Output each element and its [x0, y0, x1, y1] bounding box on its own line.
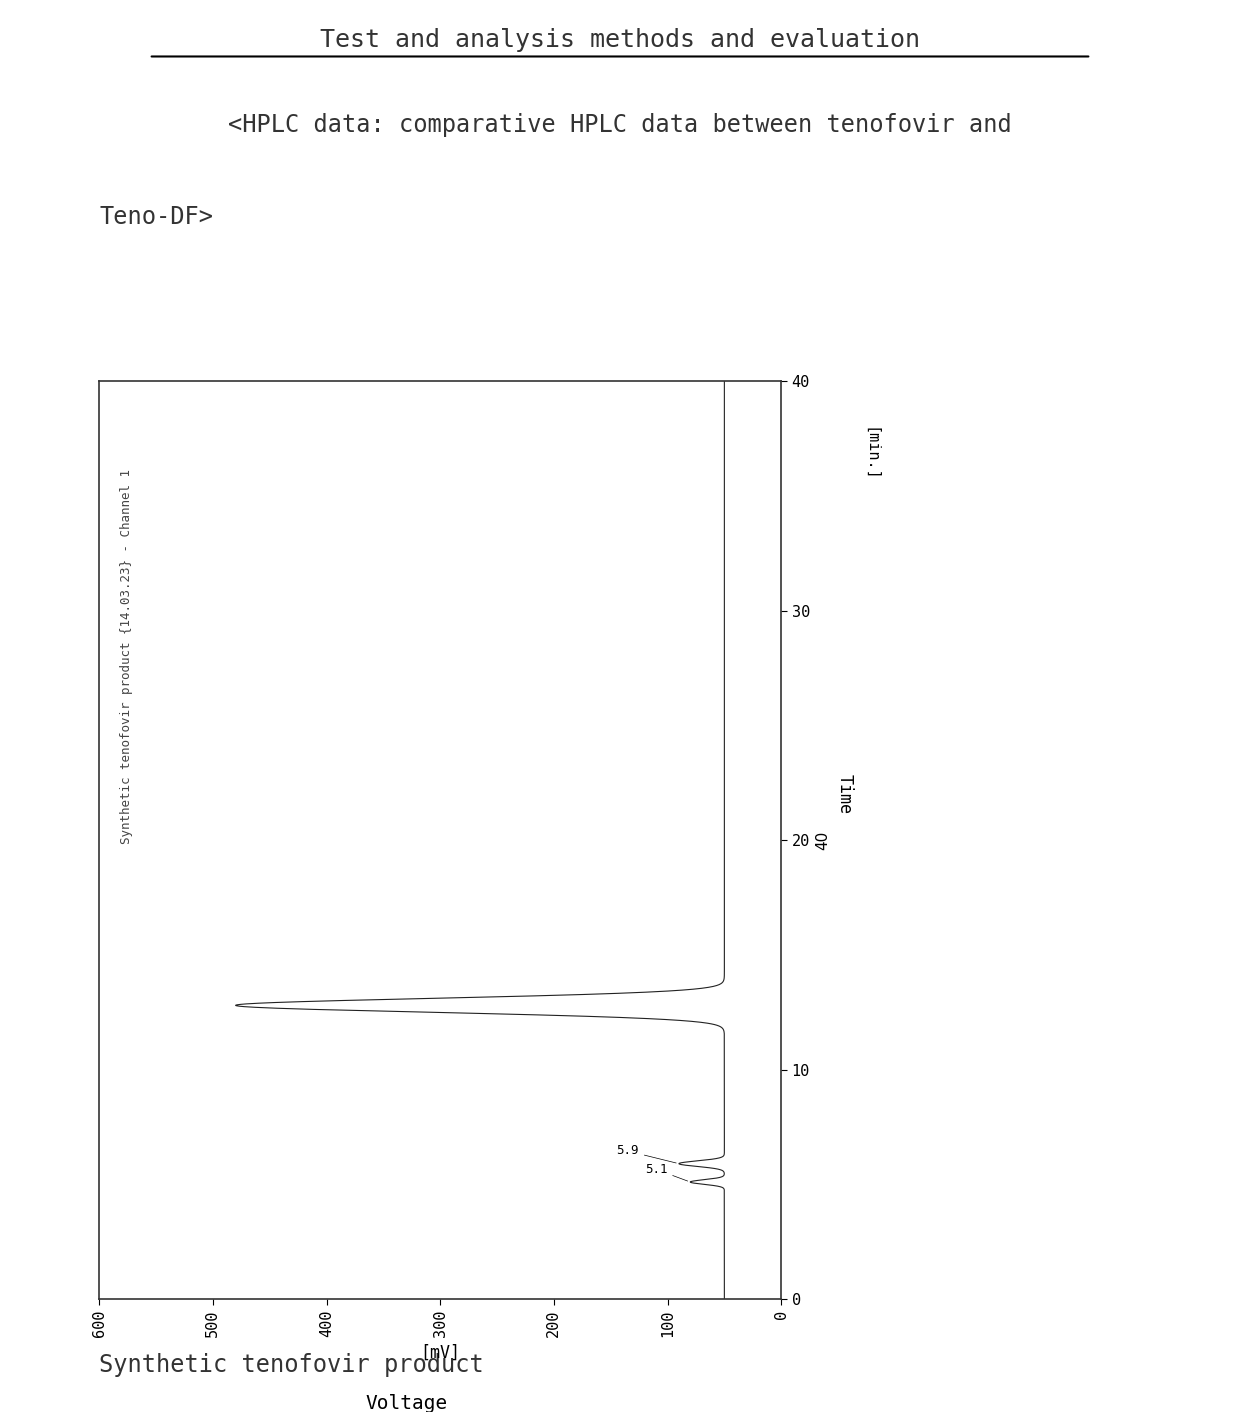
Text: Time: Time — [836, 774, 854, 815]
Text: Test and analysis methods and evaluation: Test and analysis methods and evaluation — [320, 28, 920, 52]
Text: 5.1: 5.1 — [645, 1163, 688, 1180]
Text: <HPLC data: comparative HPLC data between tenofovir and: <HPLC data: comparative HPLC data betwee… — [228, 113, 1012, 137]
Text: Voltage: Voltage — [365, 1394, 448, 1412]
Text: [min.]: [min.] — [863, 426, 878, 481]
Text: Teno-DF>: Teno-DF> — [99, 205, 213, 229]
Text: Synthetic tenofovir product: Synthetic tenofovir product — [99, 1353, 484, 1377]
Text: 5.9: 5.9 — [616, 1145, 676, 1163]
Y-axis label: 40: 40 — [816, 830, 831, 850]
Text: Synthetic tenofovir product {14.03.23} - Channel 1: Synthetic tenofovir product {14.03.23} -… — [120, 469, 133, 844]
X-axis label: [mV]: [mV] — [420, 1344, 460, 1361]
